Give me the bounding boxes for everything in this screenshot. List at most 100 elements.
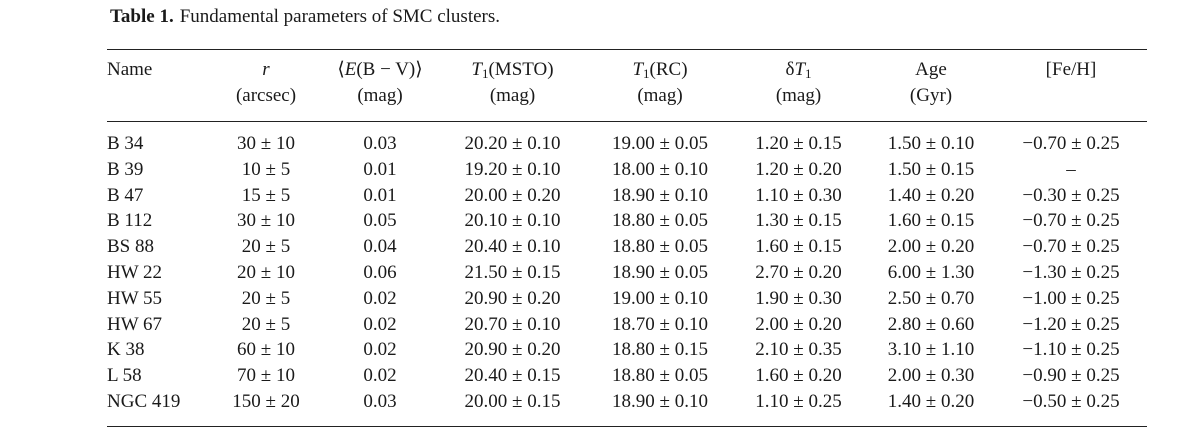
header-part: Age [915,59,947,80]
top-rule [107,49,1147,50]
cluster-name: B 39 [107,158,144,180]
caption-text: Fundamental parameters of SMC clusters. [179,6,501,27]
header-part: E [344,59,357,80]
table-cell: 30 ± 10 [237,133,295,154]
header-part: r [262,59,270,80]
column-unit: (arcsec) [235,85,297,106]
table-cell: 21.50 ± 0.15 [464,261,561,283]
table-cell: 20.90 ± 0.20 [464,339,561,361]
table-body: B 34 30 ± 10 0.03 20.20 ± 0.10 19.00 ± 0.05 1… [107,131,1147,415]
column-header: T1(MSTO) [435,57,590,83]
table-row: HW 22 20 ± 10 0.06 21.50 ± 0.15 18.90 ± 0.05… [107,260,1147,286]
header-part: (B − V)⟩ [356,59,423,80]
table-row: BS 88 20 ± 5 0.04 20.40 ± 0.10 18.80 ± 0.05 1… [107,234,1147,260]
table-row: HW 67 20 ± 5 0.02 20.70 ± 0.10 18.70 ± 0.10 2… [107,312,1147,338]
table-cell: 0.06 [363,261,397,283]
table-cell: 18.80 ± 0.05 [612,365,708,387]
column-header: [Fe/H] [995,57,1147,83]
table-cell: 20.00 ± 0.20 [464,184,561,206]
bottom-rule [107,426,1147,427]
table-cell: 18.90 ± 0.05 [612,261,708,283]
cluster-name: HW 67 [107,313,163,335]
table-cell: – [1066,158,1076,180]
table-cell: 0.01 [363,158,397,180]
column-unit: (mag) [637,85,683,106]
table-cell: 6.00 ± 1.30 [887,261,975,283]
table-row: B 47 15 ± 5 0.01 20.00 ± 0.20 18.90 ± 0.10 1.… [107,183,1147,209]
table-cell: −1.00 ± 0.25 [1022,287,1120,309]
table-cell: −0.70 ± 0.25 [1022,210,1120,232]
table-cell: 1.50 ± 0.15 [887,158,975,180]
header-row: Name r ⟨E(B − V)⟩ T1(MSTO) T1(RC) δT1 Age [Fe/H… [107,57,1147,83]
table-cell: 20.00 ± 0.15 [464,390,561,412]
table-cell: −1.30 ± 0.25 [1022,261,1120,283]
header-part: [Fe/H] [1045,59,1097,80]
table-cell: 150 ± 20 [232,390,300,412]
units-row: (arcsec) (mag) (mag) (mag) (mag) (Gyr) [107,83,1147,109]
header-part: T [632,59,644,80]
table-cell: 0.03 [363,133,397,154]
table-cell: 19.20 ± 0.10 [464,158,561,180]
table-cell: 18.80 ± 0.05 [612,210,708,232]
table-caption: Table 1. Fundamental parameters of SMC cl… [110,6,500,28]
table-cell: 20 ± 10 [237,261,295,283]
table-cell: −0.50 ± 0.25 [1022,390,1120,412]
table-cell: 1.20 ± 0.15 [755,133,842,154]
table-cell: −0.30 ± 0.25 [1022,184,1120,206]
table-cell: 20.40 ± 0.10 [464,236,561,258]
header-part: 1 [643,66,650,81]
column-unit: (mag) [357,85,403,106]
table-cell: 20.20 ± 0.10 [464,133,561,154]
table-cell: 20.90 ± 0.20 [464,287,561,309]
table-cell: −1.10 ± 0.25 [1022,339,1120,361]
header-part: T [471,59,482,80]
column-unit: (Gyr) [909,85,953,106]
table-cell: 2.50 ± 0.70 [887,287,975,309]
table-cell: 1.50 ± 0.10 [887,133,975,154]
cluster-name: K 38 [107,339,145,361]
table-row: K 38 60 ± 10 0.02 20.90 ± 0.20 18.80 ± 0.15 2… [107,337,1147,363]
table-cell: 10 ± 5 [241,158,291,180]
table-row: NGC 419 150 ± 20 0.03 20.00 ± 0.15 18.90 ± 0… [107,389,1147,415]
table-cell: 0.02 [363,287,397,309]
table-cell: 18.70 ± 0.10 [612,313,708,335]
header-part: (RC) [649,59,688,80]
column-unit [107,83,207,109]
column-header: T1(RC) [590,57,730,83]
table-row: B 34 30 ± 10 0.03 20.20 ± 0.10 19.00 ± 0.05 1… [107,131,1147,157]
table-cell: 0.04 [363,236,397,258]
table-cell: 1.20 ± 0.20 [755,158,842,180]
table-cell: 1.10 ± 0.25 [755,390,842,412]
column-unit [995,83,1147,109]
header-rule [107,121,1147,122]
table-cell: 60 ± 10 [237,339,295,361]
header-part: ⟨ [337,59,345,80]
column-header: ⟨E(B − V)⟩ [325,57,435,83]
cluster-name: BS 88 [107,236,154,258]
cluster-name: NGC 419 [107,390,181,412]
table-cell: 18.90 ± 0.10 [612,390,708,412]
table-cell: 19.00 ± 0.05 [612,133,708,154]
table-cell: 0.01 [363,184,397,206]
cluster-name: B 47 [107,184,144,206]
table-row: HW 55 20 ± 5 0.02 20.90 ± 0.20 19.00 ± 0.10 1… [107,286,1147,312]
table-cell: 1.60 ± 0.20 [755,365,842,387]
table-cell: 2.00 ± 0.30 [887,365,975,387]
table-cell: 2.70 ± 0.20 [755,261,842,283]
table-cell: 18.90 ± 0.10 [612,184,708,206]
table-cell: −1.20 ± 0.25 [1022,313,1120,335]
column-header: δT1 [730,57,867,83]
cluster-name: HW 22 [107,261,163,283]
table-cell: 18.00 ± 0.10 [612,158,708,180]
header-part: (MSTO) [488,59,554,80]
column-header: Age [867,57,995,83]
table-cell: 70 ± 10 [237,365,295,387]
caption-label: Table 1. [110,6,174,27]
table-cell: 1.40 ± 0.20 [887,390,975,412]
table-cell: 0.03 [363,390,397,412]
table-cell: 1.90 ± 0.30 [755,287,842,309]
table-cell: 0.02 [363,339,397,361]
header-part: 1 [805,66,812,81]
table-cell: 19.00 ± 0.10 [612,287,708,309]
table-row: B 39 10 ± 5 0.01 19.20 ± 0.10 18.00 ± 0.10 1.… [107,157,1147,183]
